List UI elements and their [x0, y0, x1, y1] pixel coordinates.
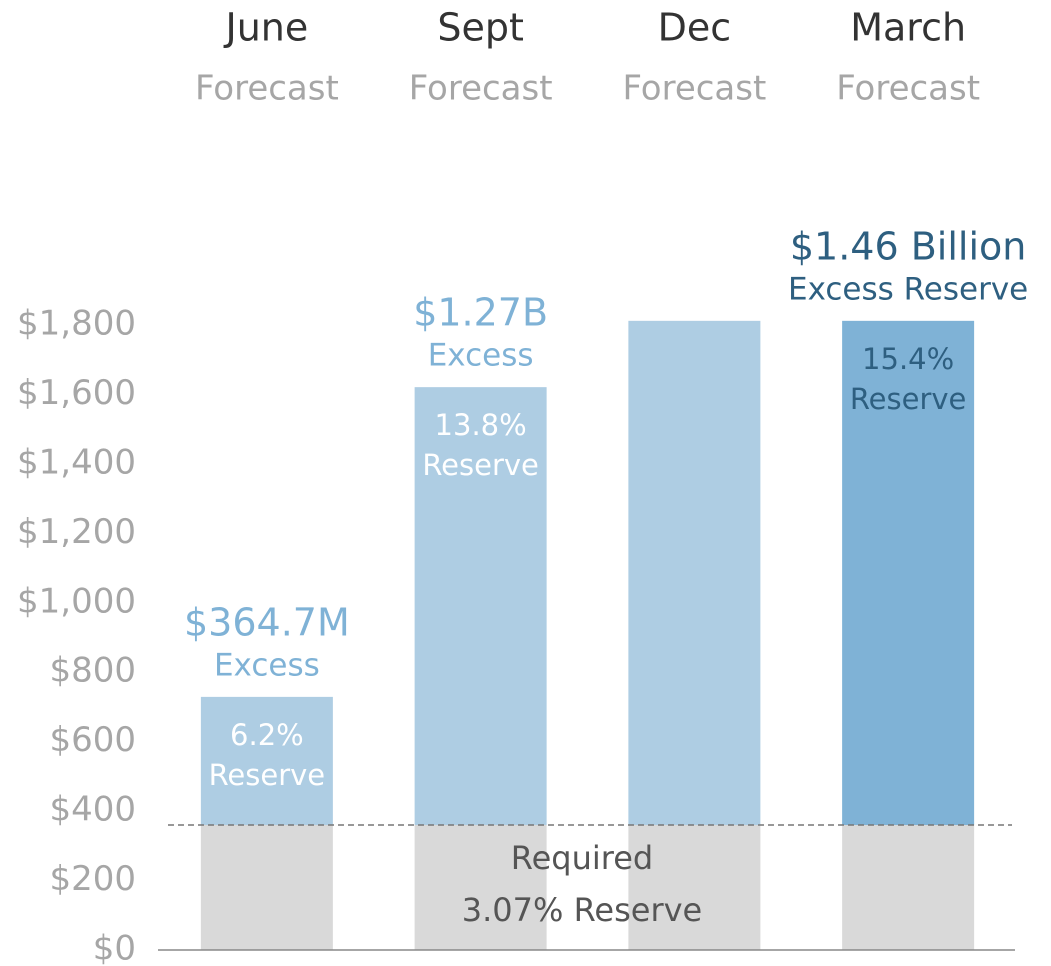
y-tick-label: $1,400 — [17, 442, 136, 482]
y-tick-label: $0 — [93, 929, 136, 966]
category-label: Dec — [658, 6, 732, 50]
category-sublabel: Forecast — [409, 69, 553, 109]
bar-segment — [414, 387, 547, 825]
reserve-label: 13.8% — [435, 408, 527, 442]
y-tick-label: $800 — [49, 651, 136, 691]
excess-label: $1.46 Billion — [790, 224, 1027, 268]
reserve-label: 6.2% — [230, 718, 304, 752]
y-tick-label: $1,200 — [17, 512, 136, 552]
y-tick-label: $400 — [49, 790, 136, 830]
category-sublabel: Forecast — [622, 69, 766, 109]
excess-label: Excess Reserve — [788, 271, 1028, 307]
excess-label: $1.27B — [413, 291, 548, 335]
reserve-label: Reserve — [422, 448, 539, 482]
y-tick-label: $1,800 — [17, 304, 136, 344]
y-tick-label: $200 — [49, 859, 136, 899]
reserve-label: 15.4% — [862, 342, 954, 376]
bar-segment — [200, 825, 333, 950]
excess-label: Excess — [428, 338, 534, 374]
category-label: June — [223, 6, 308, 50]
reserve-label: Reserve — [850, 382, 967, 416]
y-tick-label: $1,000 — [17, 581, 136, 621]
excess-label: Excess — [214, 647, 320, 683]
bar-segment — [842, 825, 975, 950]
bar-segment — [200, 696, 333, 825]
y-tick-label: $600 — [49, 720, 136, 760]
reserve-label: Reserve — [209, 758, 326, 792]
bar-segment — [842, 320, 975, 825]
category-label: March — [850, 6, 966, 50]
bar-segment — [414, 825, 547, 950]
required-label: 3.07% Reserve — [462, 891, 702, 929]
bar-segment — [628, 825, 761, 950]
category-label: Sept — [437, 6, 524, 50]
y-tick-label: $1,600 — [17, 373, 136, 413]
required-label: Required — [511, 839, 653, 877]
category-sublabel: Forecast — [836, 69, 980, 109]
excess-label: $364.7M — [184, 600, 350, 644]
category-sublabel: Forecast — [195, 69, 339, 109]
bar-segment — [628, 320, 761, 825]
